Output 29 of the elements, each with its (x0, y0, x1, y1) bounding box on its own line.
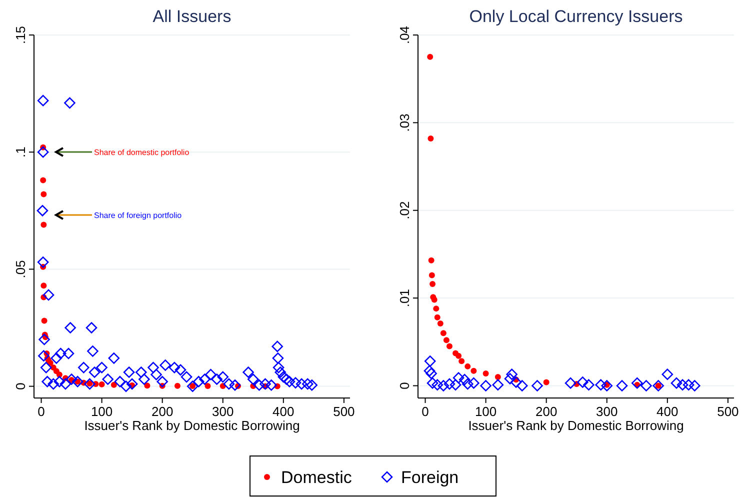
legend-label: Foreign (401, 468, 459, 487)
annotation: Share of domestic portfolio (94, 148, 190, 157)
chart-title: Only Local Currency Issuers (469, 7, 683, 26)
x-tick-label: 100 (474, 404, 497, 419)
x-axis-title: Issuer's Rank by Domestic Borrowing (468, 418, 684, 433)
chart-title: All Issuers (152, 7, 232, 26)
y-tick-label: 0 (397, 382, 412, 390)
x-axis-title: Issuer's Rank by Domestic Borrowing (84, 418, 300, 433)
x-tick-label: 100 (90, 404, 113, 419)
y-tick-label: .01 (397, 289, 412, 308)
y-tick-label: .03 (397, 114, 412, 132)
y-tick-label: .02 (397, 201, 412, 220)
x-tick-label: 200 (535, 404, 558, 419)
x-tick-label: 500 (333, 404, 355, 419)
x-tick-label: 500 (717, 404, 739, 419)
annotation: Share of foreign portfolio (94, 211, 182, 220)
y-tick-label: .1 (13, 146, 28, 158)
x-tick-label: 300 (212, 404, 234, 419)
y-tick-label: 0 (13, 382, 28, 390)
x-tick-label: 200 (151, 404, 174, 419)
y-tick-label: .15 (13, 26, 28, 44)
y-tick-label: .05 (13, 260, 28, 278)
x-tick-label: 400 (656, 404, 678, 419)
x-tick-label: 0 (38, 404, 45, 419)
x-tick-label: 300 (596, 404, 618, 419)
legend-label: Domestic (281, 468, 352, 487)
x-tick-label: 0 (422, 404, 429, 419)
x-tick-label: 400 (272, 404, 294, 419)
y-tick-label: .04 (397, 26, 412, 44)
